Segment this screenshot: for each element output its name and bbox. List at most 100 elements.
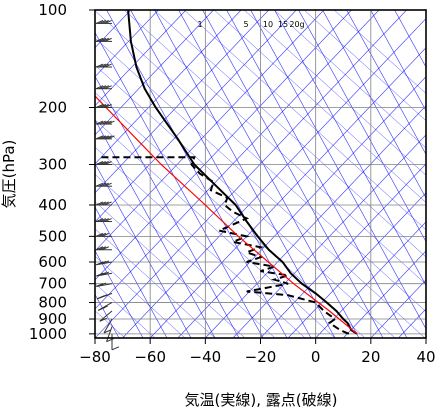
isotherm <box>425 337 426 338</box>
mixing-ratio-labels: 1 5 10 15 20g <box>197 20 304 29</box>
wind-barb-flag <box>98 120 107 125</box>
y-tick-label: 900 <box>38 310 67 328</box>
mixing-ratio-label: 15 <box>278 20 288 29</box>
wind-barb-shaft <box>96 272 113 277</box>
wind-barb-flag <box>95 37 104 42</box>
mixing-ratio-label: 1 <box>197 20 202 29</box>
wind-barb-flag <box>98 104 107 108</box>
moist-adiabat <box>274 10 426 149</box>
y-tick-label: 300 <box>38 156 67 174</box>
moist-adiabat <box>95 228 216 338</box>
wind-barb-flag <box>103 329 112 334</box>
wind-barb <box>103 318 113 334</box>
wind-barb-flag <box>98 161 107 165</box>
wind-barb <box>95 85 112 90</box>
dry-adiabat <box>298 10 426 243</box>
wind-barb-flag <box>101 85 109 90</box>
wind-barb-shaft <box>106 326 113 342</box>
x-tick-label: −20 <box>245 348 277 366</box>
wind-barb-flag <box>101 37 109 42</box>
wind-barb <box>96 292 113 300</box>
wind-barb <box>97 302 113 311</box>
isotherm <box>95 10 352 281</box>
wind-barb-flag <box>101 201 109 206</box>
wind-barb-flag <box>95 120 104 125</box>
grid <box>95 10 426 338</box>
wind-barb-flag <box>95 232 104 237</box>
wind-barb-flag <box>96 261 104 266</box>
wind-barb <box>95 201 112 206</box>
mixing-ratio-label: 5 <box>243 20 248 29</box>
dry-adiabat <box>322 10 426 199</box>
wind-barb-flag <box>98 282 107 287</box>
wind-barb-flag <box>98 19 107 24</box>
x-tick-label: −40 <box>190 348 222 366</box>
y-tick-label: 700 <box>38 275 67 293</box>
wind-barb <box>95 135 115 140</box>
wind-barb-flag <box>101 19 109 24</box>
x-axis-label: 気温(実線), 露点(破線) <box>185 391 338 409</box>
wind-barb-flag <box>101 161 109 165</box>
wind-barb <box>96 271 113 277</box>
wind-barb-flag <box>104 104 112 108</box>
dry-adiabat <box>95 31 264 338</box>
wind-barb-flag <box>101 246 109 251</box>
wind-barb <box>95 63 112 68</box>
wind-barb-flag <box>104 19 112 24</box>
wind-barb-flag <box>98 182 107 187</box>
wind-barb-flag <box>104 161 112 165</box>
y-tick-label: 100 <box>38 1 67 19</box>
dashed-profile-line <box>100 156 350 335</box>
x-tick-label: 40 <box>416 348 435 366</box>
wind-barb <box>96 260 113 266</box>
moist-adiabat <box>244 10 426 176</box>
wind-barb-flag <box>101 232 109 237</box>
dry-adiabat <box>274 10 426 286</box>
isotherm <box>95 10 242 165</box>
x-tick-labels: −80 −60 −40 −20 0 20 40 <box>79 338 436 366</box>
isotherm <box>122 18 426 338</box>
isotherm <box>95 10 269 194</box>
dry-adiabat <box>226 10 408 338</box>
wind-barb-shaft <box>96 283 113 287</box>
wind-barb <box>95 19 112 24</box>
wind-barb <box>106 326 114 343</box>
dry-adiabat <box>202 10 384 338</box>
y-tick-label: 1000 <box>29 325 67 343</box>
parcel-profile-line <box>95 95 358 335</box>
isotherm <box>95 10 187 107</box>
wind-barb-flag <box>98 246 107 251</box>
wind-barb-flag <box>101 135 109 140</box>
wind-barb <box>95 104 112 108</box>
wind-barb-flag <box>95 246 104 251</box>
moist-adiabat <box>334 10 426 94</box>
wind-barb <box>96 282 113 287</box>
wind-barb <box>95 232 112 237</box>
wind-barb <box>95 246 112 251</box>
wind-barb-flag <box>95 104 104 108</box>
mixing-ratio-label: 20g <box>289 20 304 29</box>
wind-barb-flag <box>98 85 107 90</box>
wind-barb-shaft <box>103 318 113 334</box>
moist-adiabat <box>214 10 426 203</box>
wind-barb-flag <box>104 201 112 206</box>
dry-adiabat <box>370 10 426 112</box>
moist-adiabat <box>95 283 156 338</box>
wind-barb <box>95 182 112 187</box>
wind-barb-flag <box>98 37 107 42</box>
dry-adiabat <box>394 10 426 68</box>
wind-barb-flag <box>98 218 107 222</box>
wind-barb-shaft <box>99 310 113 322</box>
wind-barb-shaft <box>96 261 113 266</box>
moist-adiabat <box>154 10 426 258</box>
wind-barb-flag <box>101 271 110 276</box>
isotherm <box>205 105 426 338</box>
y-axis-label: 気圧(hPa) <box>0 140 18 209</box>
solid-profile-line <box>127 10 358 335</box>
x-tick-label: 0 <box>311 348 321 366</box>
wind-barb-flag <box>95 201 104 206</box>
y-tick-label: 400 <box>38 196 67 214</box>
y-tick-label: 600 <box>38 253 67 271</box>
wind-barb <box>111 333 120 351</box>
